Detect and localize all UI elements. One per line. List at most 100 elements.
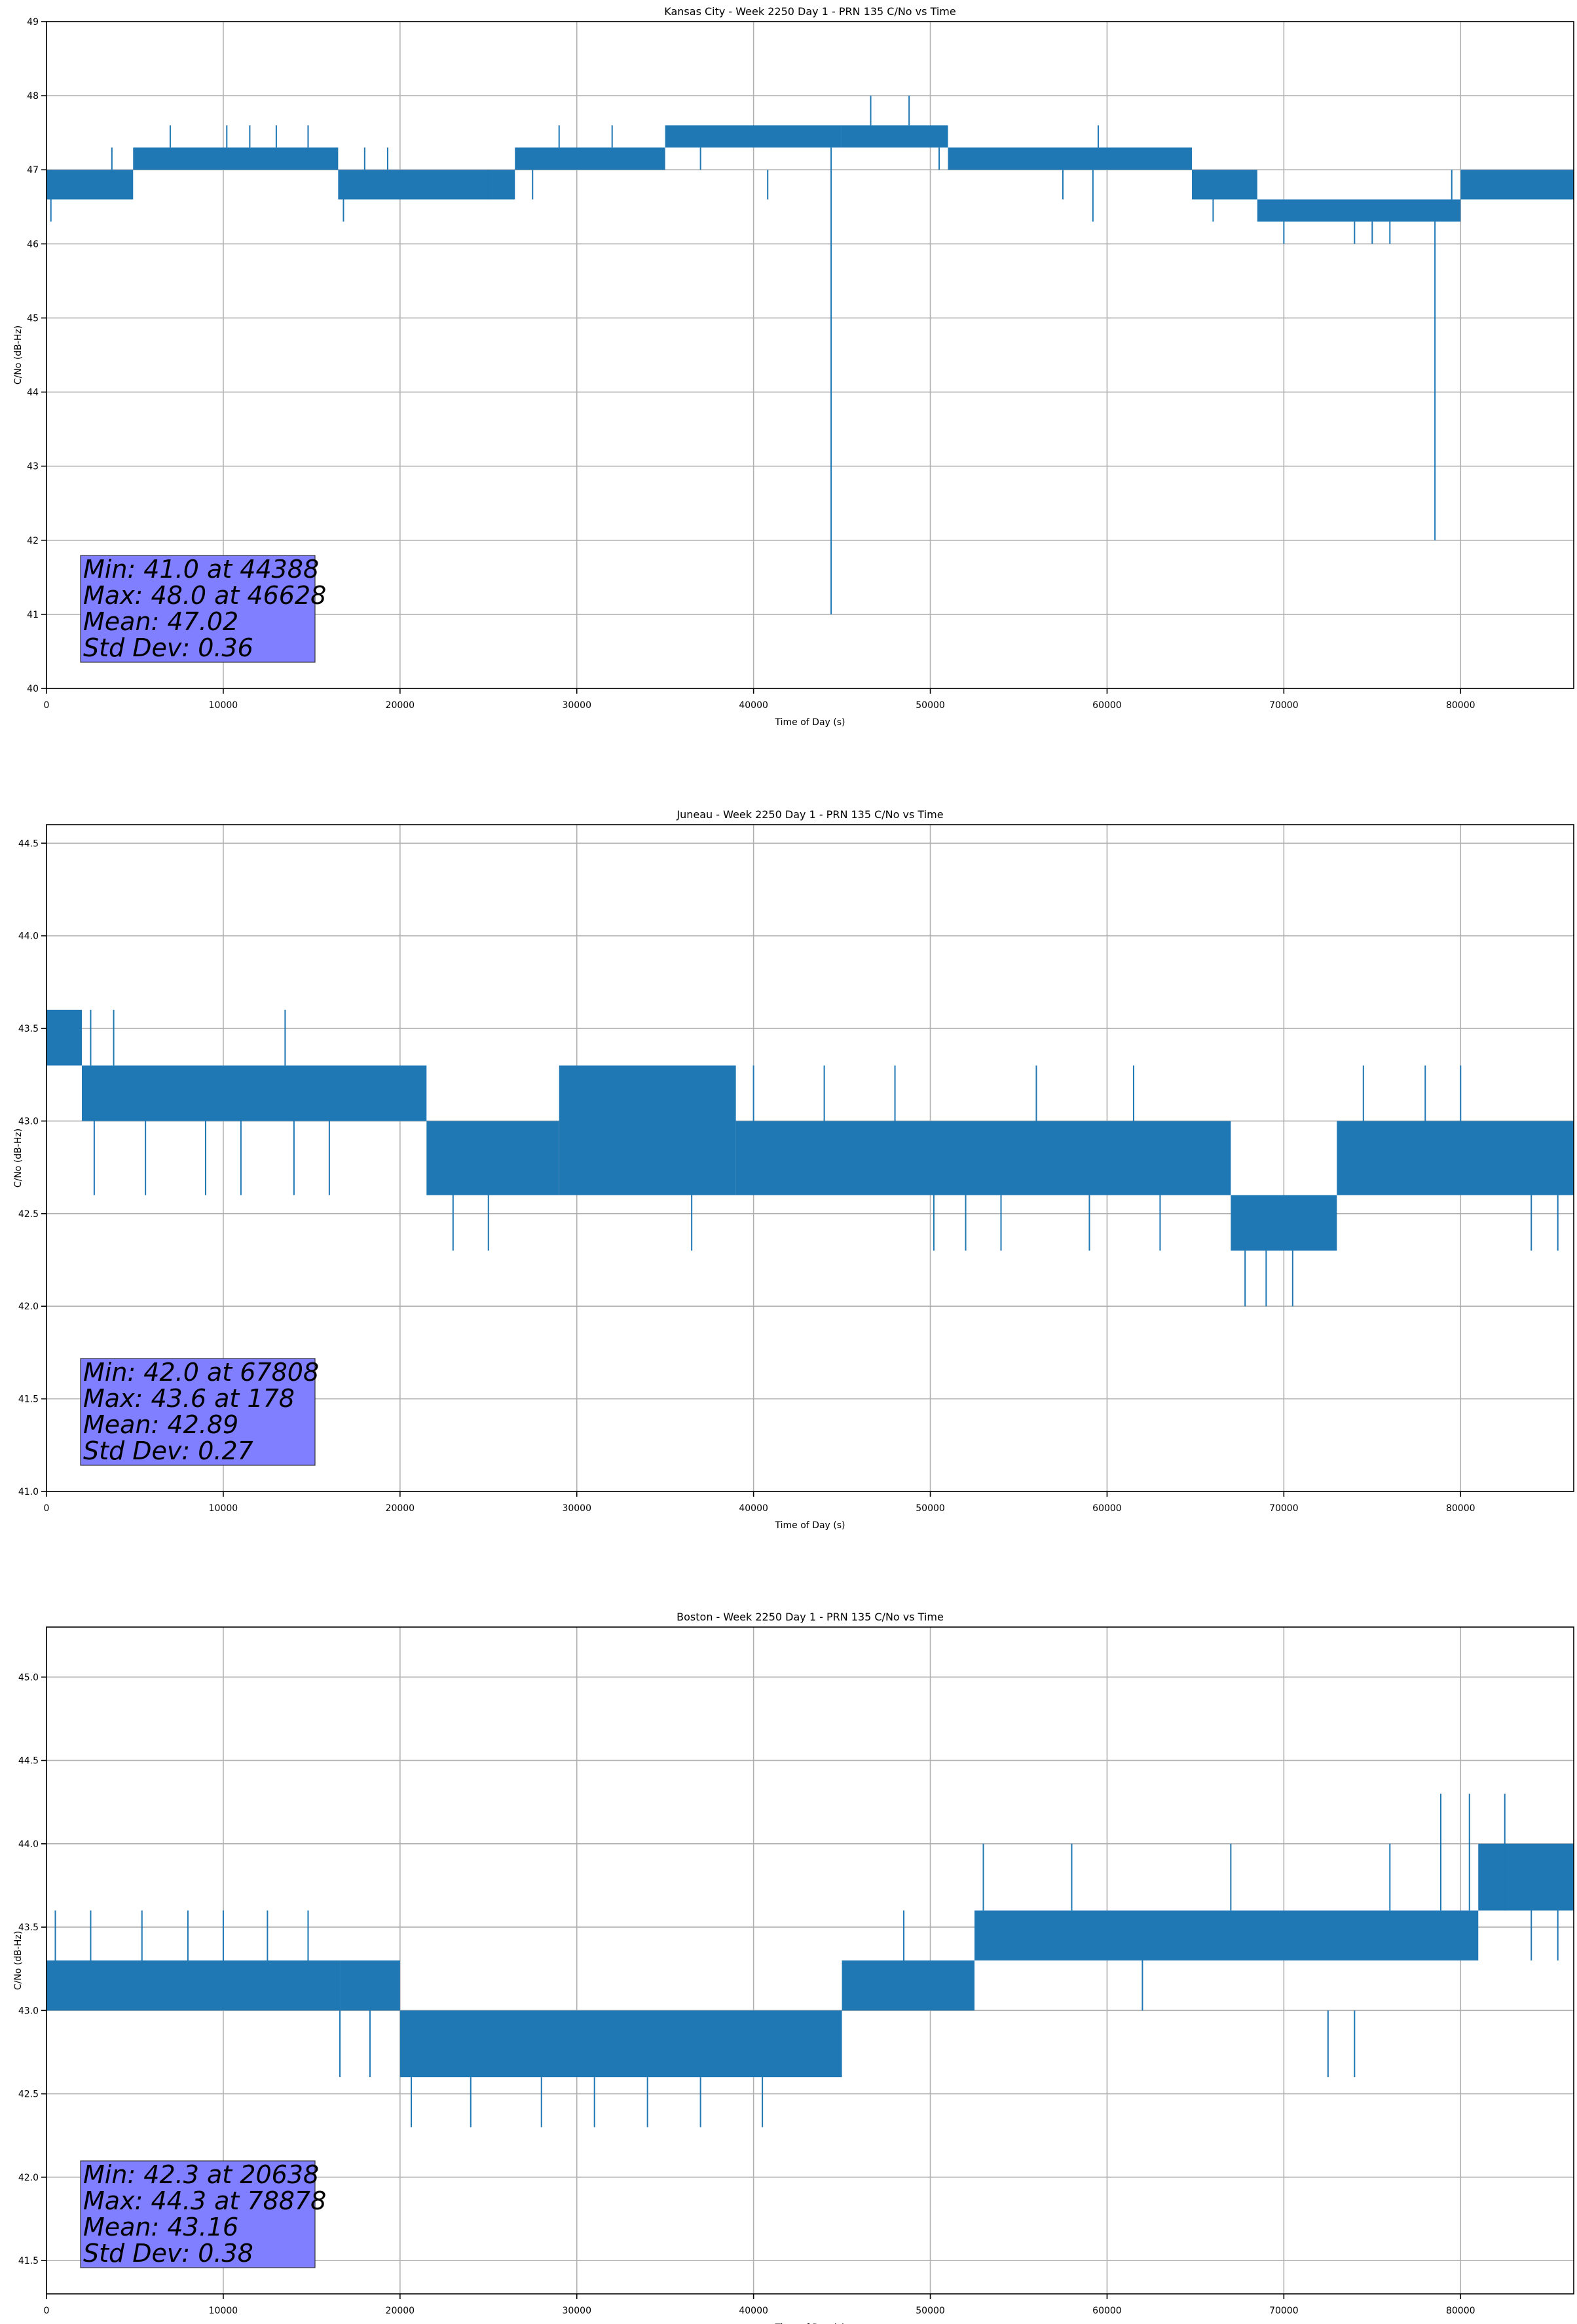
series-band (842, 1960, 975, 2011)
y-tick-label: 48 (27, 91, 39, 102)
y-tick-label: 43.5 (18, 1922, 39, 1933)
x-tick-label: 20000 (386, 2306, 415, 2316)
x-tick-label: 60000 (1092, 1503, 1122, 1514)
series-band (81, 1065, 427, 1121)
y-tick-label: 41.5 (18, 2256, 39, 2266)
y-tick-label: 49 (27, 17, 39, 28)
series-band (1478, 1843, 1574, 1911)
series-band (1231, 1195, 1337, 1251)
series-band (46, 1960, 341, 2011)
series-band (1337, 1121, 1574, 1195)
stats-line: Max: 43.6 at 178 (83, 1384, 295, 1413)
x-tick-label: 50000 (916, 1503, 945, 1514)
axes-frame (46, 1626, 1574, 2295)
series-band (665, 125, 842, 148)
series-band (735, 1121, 1231, 1195)
series-band (46, 170, 134, 200)
x-tick-label: 10000 (209, 700, 238, 711)
y-tick-label: 42 (27, 536, 39, 546)
x-tick-label: 70000 (1269, 1503, 1299, 1514)
stats-line: Min: 42.0 at 67808 (83, 1358, 319, 1387)
y-tick-label: 44.5 (18, 1756, 39, 1767)
stats-box (80, 2160, 316, 2268)
y-tick-label: 41.0 (18, 1487, 39, 1497)
x-tick-label: 30000 (562, 700, 591, 711)
x-tick-label: 20000 (386, 700, 415, 711)
chart-panel-1: 0 10000 20000 30000 40000 50000 60000 70000 8000… (13, 5, 1574, 728)
stats-line: Mean: 42.89 (83, 1410, 238, 1439)
y-axis-label: C/No (dB-Hz) (13, 326, 24, 384)
y-tick-label: 46 (27, 239, 39, 250)
stats-line: Max: 48.0 at 46628 (83, 581, 326, 610)
x-tick-label: 0 (44, 1503, 50, 1514)
axes-frame (46, 21, 1574, 689)
x-tick-label: 40000 (739, 2306, 768, 2316)
y-tick-label: 44.0 (18, 1839, 39, 1850)
x-tick-label: 30000 (562, 1503, 591, 1514)
series-band (1460, 170, 1574, 200)
y-tick-label: 44 (27, 388, 39, 398)
x-tick-label: 10000 (209, 2306, 238, 2316)
x-axis-label: Time of Day (s) (775, 717, 845, 728)
x-tick-label: 70000 (1269, 700, 1299, 711)
series-band (1257, 199, 1461, 222)
series-band (1192, 170, 1257, 200)
y-tick-label: 43.0 (18, 2006, 39, 2016)
series-band (133, 147, 339, 170)
series-band (46, 1009, 82, 1066)
series-band (974, 1910, 1479, 1960)
x-tick-label: 50000 (916, 700, 945, 711)
y-tick-label: 42.0 (18, 2173, 39, 2183)
chart-title: Kansas City - Week 2250 Day 1 - PRN 135 … (664, 5, 955, 18)
y-tick-label: 44.5 (18, 838, 39, 849)
x-tick-label: 60000 (1092, 2306, 1122, 2316)
stats-box (80, 555, 316, 663)
x-axis-label: Time of Day (s) (775, 2323, 845, 2324)
x-tick-label: 20000 (386, 1503, 415, 1514)
stats-line: Min: 42.3 at 20638 (83, 2160, 319, 2189)
series-band (842, 125, 948, 148)
x-tick-label: 0 (44, 700, 50, 711)
x-tick-label: 30000 (562, 2306, 591, 2316)
y-tick-label: 40 (27, 684, 39, 694)
stats-line: Min: 41.0 at 44388 (83, 555, 319, 584)
x-tick-label: 0 (44, 2306, 50, 2316)
y-tick-label: 45 (27, 313, 39, 324)
stats-line: Mean: 47.02 (83, 607, 238, 636)
y-tick-label: 47 (27, 165, 39, 176)
stats-line: Std Dev: 0.36 (83, 633, 253, 662)
stats-line: Max: 44.3 at 78878 (83, 2186, 326, 2215)
y-tick-label: 43 (27, 462, 39, 472)
x-tick-label: 40000 (739, 1503, 768, 1514)
y-tick-label: 45.0 (18, 1672, 39, 1683)
series-band (948, 147, 1192, 170)
series-band (515, 147, 665, 170)
y-tick-label: 43.5 (18, 1024, 39, 1034)
y-tick-label: 42.5 (18, 2090, 39, 2100)
stats-line: Mean: 43.16 (83, 2213, 238, 2241)
x-tick-label: 80000 (1446, 700, 1475, 711)
chart-title: Juneau - Week 2250 Day 1 - PRN 135 C/No … (676, 808, 943, 821)
y-axis-label: C/No (dB-Hz) (13, 1129, 24, 1188)
x-tick-label: 60000 (1092, 700, 1122, 711)
y-tick-label: 42.5 (18, 1209, 39, 1220)
x-tick-label: 80000 (1446, 1503, 1475, 1514)
x-tick-label: 10000 (209, 1503, 238, 1514)
x-tick-label: 80000 (1446, 2306, 1475, 2316)
chart-panel-3: 0 10000 20000 30000 40000 50000 60000 70000 8000… (13, 1611, 1574, 2324)
y-tick-label: 43.0 (18, 1116, 39, 1127)
stats-box (80, 1358, 316, 1466)
stats-line: Std Dev: 0.27 (83, 1436, 253, 1465)
series-band (559, 1065, 736, 1195)
axes-frame (46, 824, 1574, 1492)
y-tick-label: 41 (27, 610, 39, 620)
series-band (399, 2010, 842, 2078)
x-tick-label: 50000 (916, 2306, 945, 2316)
x-tick-label: 70000 (1269, 2306, 1299, 2316)
x-tick-label: 40000 (739, 700, 768, 711)
series-band (426, 1121, 559, 1195)
chart-panel-2: 0 10000 20000 30000 40000 50000 60000 70000 8000… (13, 808, 1574, 1531)
series-band (338, 170, 515, 200)
series-band (340, 1960, 400, 2011)
